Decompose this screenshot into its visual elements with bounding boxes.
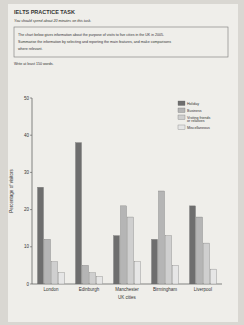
y-tick-label: 10: [24, 244, 30, 249]
y-tick: [30, 284, 32, 285]
task-line: The chart below gives information about …: [18, 33, 164, 37]
bars: [38, 143, 217, 284]
legend-line: or relatives: [187, 119, 205, 123]
bar: [135, 262, 141, 284]
bar: [121, 206, 127, 284]
legend-swatch: [178, 108, 185, 113]
x-tick-label: Birmingham: [153, 287, 177, 292]
y-tick: [30, 246, 32, 247]
page: IELTS PRACTICE TASK You should spend abou…: [0, 0, 244, 325]
legend-label: Business: [187, 109, 202, 113]
task-line: where relevant.: [18, 47, 43, 51]
bar: [97, 277, 103, 284]
bar: [166, 236, 172, 284]
legend-label: Holiday: [187, 102, 199, 106]
y-tick-label: 0: [26, 282, 29, 287]
bar: [114, 236, 120, 284]
bar: [190, 206, 196, 284]
bar: [159, 191, 165, 284]
bar: [204, 243, 210, 284]
paper: [8, 4, 238, 322]
bar: [128, 217, 134, 284]
y-axis-label: Percentage of visitors: [9, 169, 14, 213]
x-tick-label: Liverpool: [194, 287, 212, 292]
bar: [90, 273, 96, 284]
legend-swatch: [178, 125, 185, 130]
bar: [76, 143, 82, 284]
x-tick-label: Manchester: [115, 287, 139, 292]
legend-label: Visiting friendsor relatives: [187, 116, 211, 124]
y-tick: [30, 98, 32, 99]
bar: [211, 269, 217, 284]
task-box: [14, 27, 228, 57]
y-tick-label: 30: [24, 170, 30, 175]
legend-swatch: [178, 115, 185, 120]
task-line: Summarise the information by selecting a…: [18, 40, 171, 44]
bar: [59, 273, 65, 284]
bar: [173, 265, 179, 284]
y-tick: [30, 172, 32, 173]
y-tick-label: 50: [24, 96, 30, 101]
y-tick: [30, 135, 32, 136]
title: IELTS PRACTICE TASK: [14, 9, 75, 15]
bar: [38, 187, 44, 284]
x-axis-label: UK cities: [118, 295, 137, 300]
legend-label: Miscellaneous: [187, 126, 210, 130]
x-tick-label: Edinburgh: [79, 287, 100, 292]
bar: [83, 265, 89, 284]
bar: [152, 239, 158, 284]
legend-swatch: [178, 101, 185, 106]
y-tick: [30, 209, 32, 210]
y-tick-label: 20: [24, 207, 30, 212]
y-axis: [32, 98, 33, 284]
instruction: You should spend about 20 minutes on thi…: [14, 19, 91, 23]
y-tick-label: 40: [24, 133, 30, 138]
bar: [52, 262, 58, 284]
bar: [197, 217, 203, 284]
bar: [45, 239, 51, 284]
word-count: Write at least 150 words.: [14, 62, 53, 66]
x-tick-label: London: [43, 287, 59, 292]
